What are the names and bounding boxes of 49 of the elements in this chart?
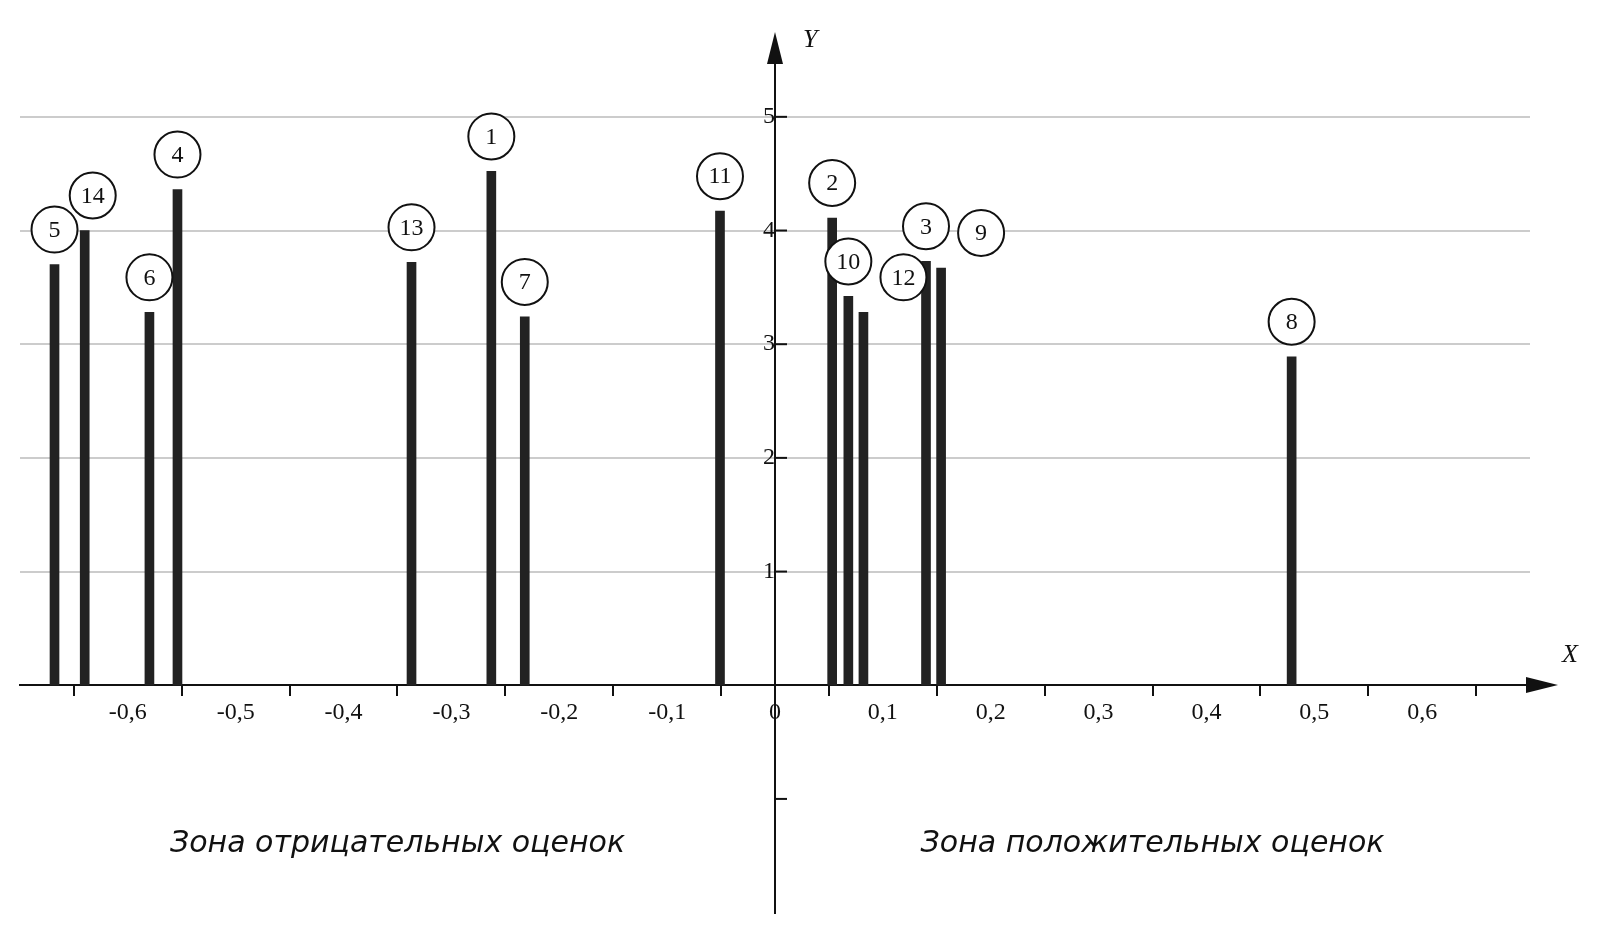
bar <box>79 230 90 686</box>
bar <box>519 316 530 686</box>
x-tick-label: 0,3 <box>1083 697 1114 724</box>
bar <box>843 296 854 686</box>
bar <box>172 189 183 686</box>
annotation: 11 <box>708 162 732 189</box>
bar <box>486 171 497 686</box>
bar <box>406 262 417 686</box>
annotation: 3 <box>920 212 932 239</box>
annotation: 5 <box>48 215 61 242</box>
annotation: 12 <box>891 263 916 290</box>
annotation: 1 <box>485 122 498 149</box>
y-tick-label: 4 <box>763 215 775 242</box>
x-tick-label: 0,1 <box>867 697 898 724</box>
bar <box>1286 356 1297 686</box>
annotation: 13 <box>399 213 424 240</box>
bar <box>715 210 725 686</box>
x-tick-label: -0,5 <box>216 697 255 724</box>
x-tick-label: -0,1 <box>648 697 687 724</box>
x-tick-label: -0,6 <box>108 697 147 724</box>
y-tick-label: 5 <box>763 102 775 129</box>
x-tick-label: 0,4 <box>1191 697 1222 724</box>
annotation: 10 <box>836 247 861 274</box>
bar <box>921 260 931 686</box>
annotation: 6 <box>143 263 156 290</box>
annotation: 7 <box>518 268 531 295</box>
x-tick-label: -0,3 <box>432 697 471 724</box>
x-tick-label: 0,6 <box>1407 697 1438 724</box>
annotation: 4 <box>171 140 184 167</box>
bar <box>936 267 946 686</box>
y-axis-title: Y <box>803 23 820 53</box>
annotation: Зона отрицательных оценок <box>170 824 625 860</box>
x-tick-label: -0,4 <box>324 697 363 724</box>
annotation: Зона положительных оценок <box>920 824 1385 860</box>
x-axis-title: X <box>1561 639 1579 669</box>
annotation: 14 <box>80 181 105 208</box>
annotation: 8 <box>1285 308 1298 334</box>
y-tick-label: 1 <box>763 556 775 583</box>
y-tick-label: 3 <box>763 329 775 356</box>
x-tick-label: 0,2 <box>975 697 1006 724</box>
annotation: 9 <box>975 219 988 246</box>
x-tick-label: 0,5 <box>1299 697 1330 724</box>
annotation: 2 <box>826 169 839 196</box>
bar <box>858 312 869 686</box>
y-tick-label: 2 <box>763 443 775 470</box>
bar <box>144 312 155 686</box>
bar <box>827 217 837 686</box>
bar <box>49 264 60 686</box>
x-tick-label: -0,2 <box>540 697 579 724</box>
